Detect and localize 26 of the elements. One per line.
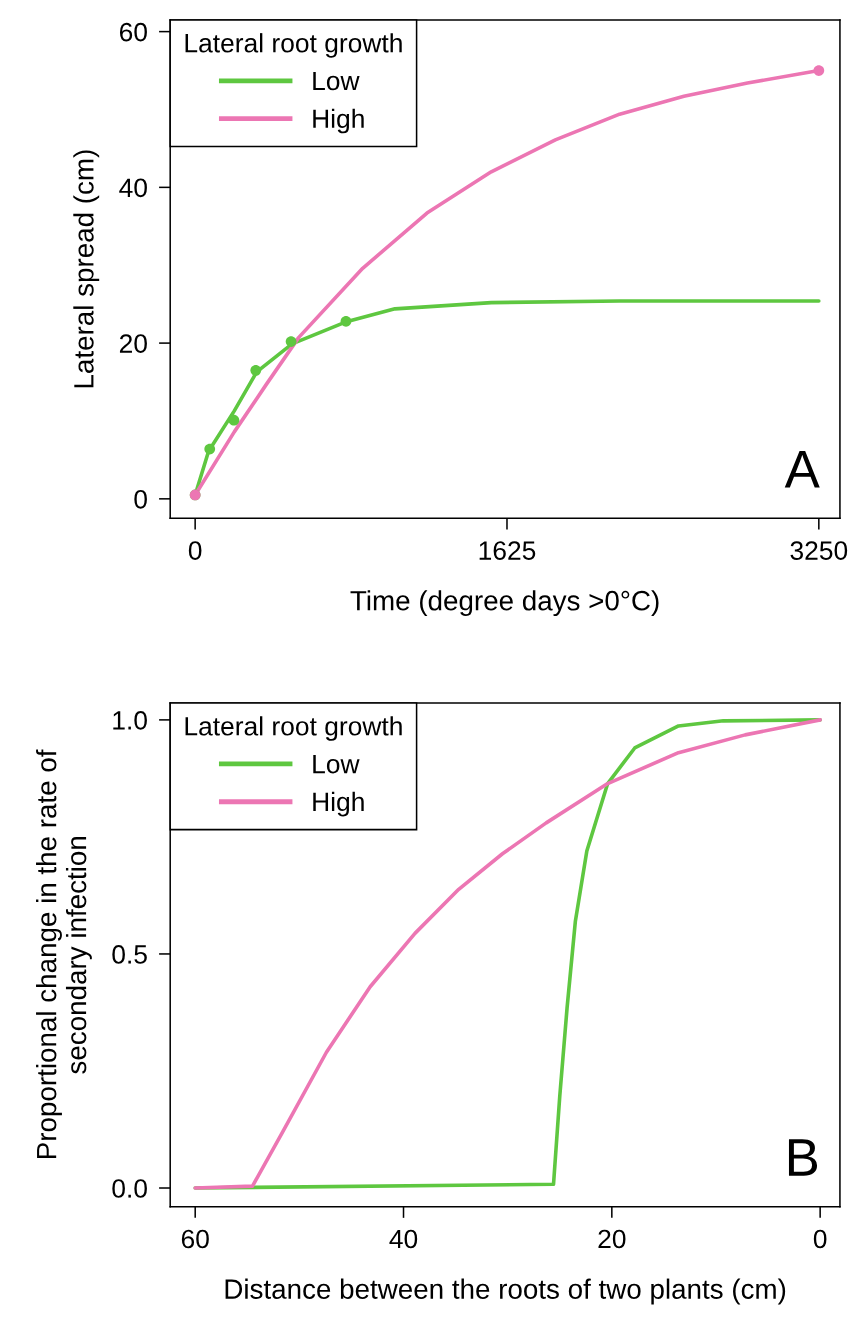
x-axis-title: Time (degree days >0°C) [350,590,659,617]
x-tick-label: 1625 [479,541,536,560]
x-tick-label: 20 [598,1229,626,1249]
legend-label: High [313,108,364,134]
y-tick-label: 60 [119,22,147,42]
legend-label: Low [313,71,360,91]
annotation: B [788,1139,818,1176]
y-tick-label: 0.5 [112,945,147,964]
y-axis-title: Lateral spread (cm) [73,150,100,388]
y-tick-label: 20 [119,334,147,353]
y-tick-label: 0.0 [112,1179,147,1198]
y-tick-label: 40 [119,178,147,198]
x-tick-label: 0 [188,541,202,560]
y-tick-label: 0 [134,489,147,509]
x-tick-label: 3250 [790,541,848,560]
x-axis-title: Distance between the roots of two plants (cm) [225,1278,786,1305]
x-tick-label: 0 [813,1229,827,1249]
legend-label: High [313,791,364,817]
legend-title: Lateral root growth [185,716,402,741]
legend-title: Lateral root growth [185,33,402,58]
x-tick-label: 60 [181,1229,209,1249]
legend-label: Low [313,755,360,774]
annotation: A [784,451,820,488]
x-tick-label: 40 [389,1229,418,1249]
y-axis-title: Proportional change in the rate of secondary infection [36,749,92,1158]
y-tick-label: 1.0 [113,711,147,730]
